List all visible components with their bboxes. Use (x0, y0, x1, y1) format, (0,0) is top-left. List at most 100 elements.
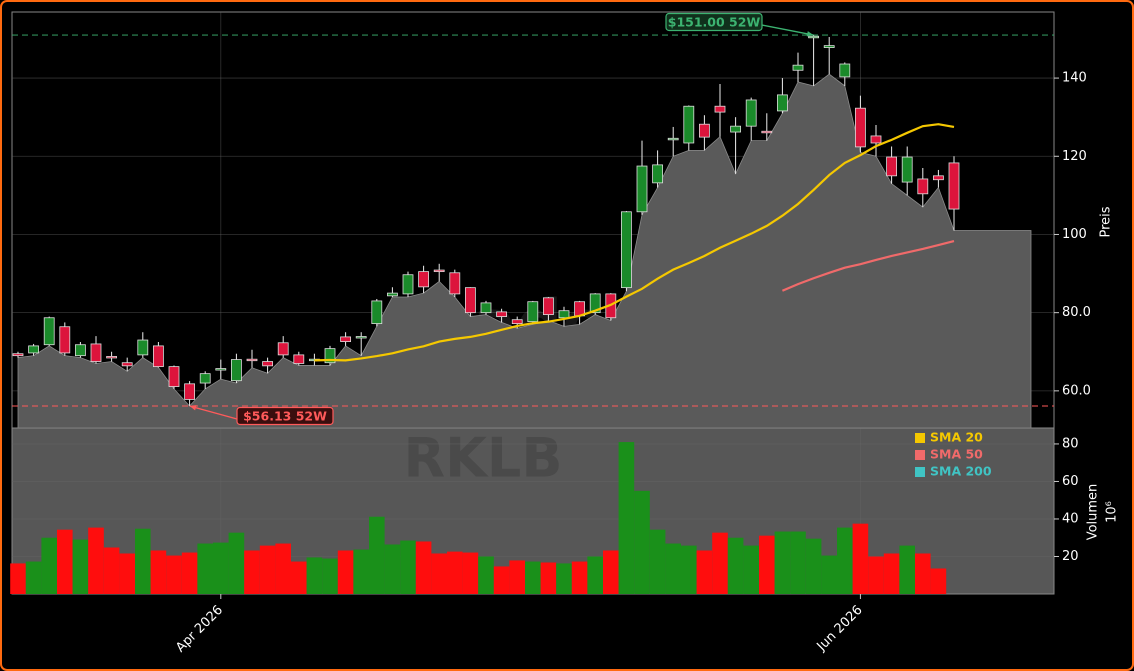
candle-body (652, 164, 663, 184)
legend-swatch (915, 467, 925, 477)
candle-body (371, 300, 383, 325)
volume-bar (805, 538, 822, 594)
volume-bar (337, 550, 354, 594)
volume-bar (228, 532, 245, 594)
y-tick-label: 80 (1062, 436, 1079, 451)
candle-body (699, 123, 710, 138)
volume-bar (181, 552, 198, 594)
volume-bar (852, 523, 869, 594)
volume-scale-label: 10⁶ (1105, 501, 1120, 523)
volume-bar (135, 528, 151, 594)
candle-body (933, 175, 944, 181)
annotation-arrowhead (806, 31, 814, 37)
candle-body (792, 64, 804, 71)
candle-body (262, 361, 274, 367)
legend-label: SMA 50 (930, 447, 983, 462)
volume-bar (587, 556, 603, 594)
y-tick-label: 140 (1062, 71, 1087, 86)
volume-bar (525, 561, 541, 594)
legend-swatch (915, 450, 925, 460)
candle-body (480, 302, 492, 314)
sma-line (781, 240, 955, 292)
annotation-label: $151.00 52W (668, 15, 761, 30)
volume-bar (727, 537, 744, 594)
volume-bar (618, 442, 635, 594)
volume-bar (384, 544, 401, 594)
volume-bar (259, 545, 276, 594)
y-tick-label: 80.0 (1062, 305, 1091, 320)
volume-bar (681, 545, 697, 594)
annotation-label: $56.13 52W (243, 409, 327, 424)
candle-body (215, 368, 227, 371)
candle-body (823, 45, 835, 48)
volume-bar (88, 527, 104, 594)
volume-bar (883, 553, 900, 594)
candle-body (589, 293, 601, 314)
volume-bar (540, 562, 557, 594)
y-tick-label: 120 (1062, 149, 1087, 164)
volume-bar (821, 555, 837, 594)
volume-bar (665, 543, 681, 594)
candle-body (683, 105, 695, 144)
volume-bar (447, 551, 463, 594)
volume-bar (774, 531, 791, 594)
volume-bar (837, 527, 853, 594)
annotation-box (236, 406, 334, 426)
y-tick-label: 60 (1062, 474, 1079, 489)
candle-body (75, 344, 86, 357)
candle-body (121, 362, 133, 367)
volume-bar (291, 561, 307, 594)
volume-axis-label: Volumen (1086, 484, 1101, 541)
sma-line (314, 123, 955, 362)
volume-bar (478, 556, 494, 594)
volume-bar (462, 552, 479, 594)
volume-bar (197, 543, 213, 594)
y-tick-label: 20 (1062, 549, 1079, 564)
watermark: RKLB (404, 427, 563, 490)
candle-body (870, 135, 882, 144)
volume-bar (400, 540, 416, 594)
volume-bar (415, 541, 432, 594)
annotation-arrow (761, 24, 814, 36)
volume-bar (930, 568, 947, 594)
candle-body (558, 310, 570, 319)
candle-body (917, 178, 929, 195)
volume-bar (244, 550, 260, 594)
candle-body (808, 35, 819, 39)
candle-body (324, 348, 336, 364)
volume-bar (213, 542, 229, 594)
volume-bar (915, 553, 931, 594)
price-axis-label: Preis (1099, 206, 1114, 237)
candle-body (636, 165, 648, 213)
candle-body (152, 345, 164, 368)
y-tick-label: 60.0 (1062, 383, 1091, 398)
volume-bar (509, 560, 525, 594)
volume-bar (72, 539, 89, 594)
candle-body (496, 311, 508, 317)
candle-body (761, 130, 773, 134)
volume-bar (649, 529, 666, 594)
low-area (17, 73, 1032, 429)
candle-body (667, 137, 679, 141)
candle-body (855, 107, 866, 148)
candle-body (137, 339, 149, 356)
volume-bar (41, 537, 57, 594)
volume-bar (150, 550, 167, 594)
volume-bar (306, 557, 323, 594)
volume-bar (899, 545, 915, 594)
volume-bar (353, 549, 369, 594)
candle-body (402, 274, 414, 295)
volume-bar (603, 550, 619, 594)
candle-body (730, 125, 741, 133)
annotation-arrowhead (189, 405, 197, 411)
candle-body (293, 354, 305, 364)
volume-bar (322, 558, 338, 594)
volume-bar (10, 563, 26, 594)
candle-body (745, 99, 757, 127)
candle-body (28, 345, 40, 354)
candle-body (355, 336, 367, 339)
legend-swatch (915, 433, 925, 443)
volume-bar (712, 532, 728, 594)
candle-body (948, 162, 960, 210)
